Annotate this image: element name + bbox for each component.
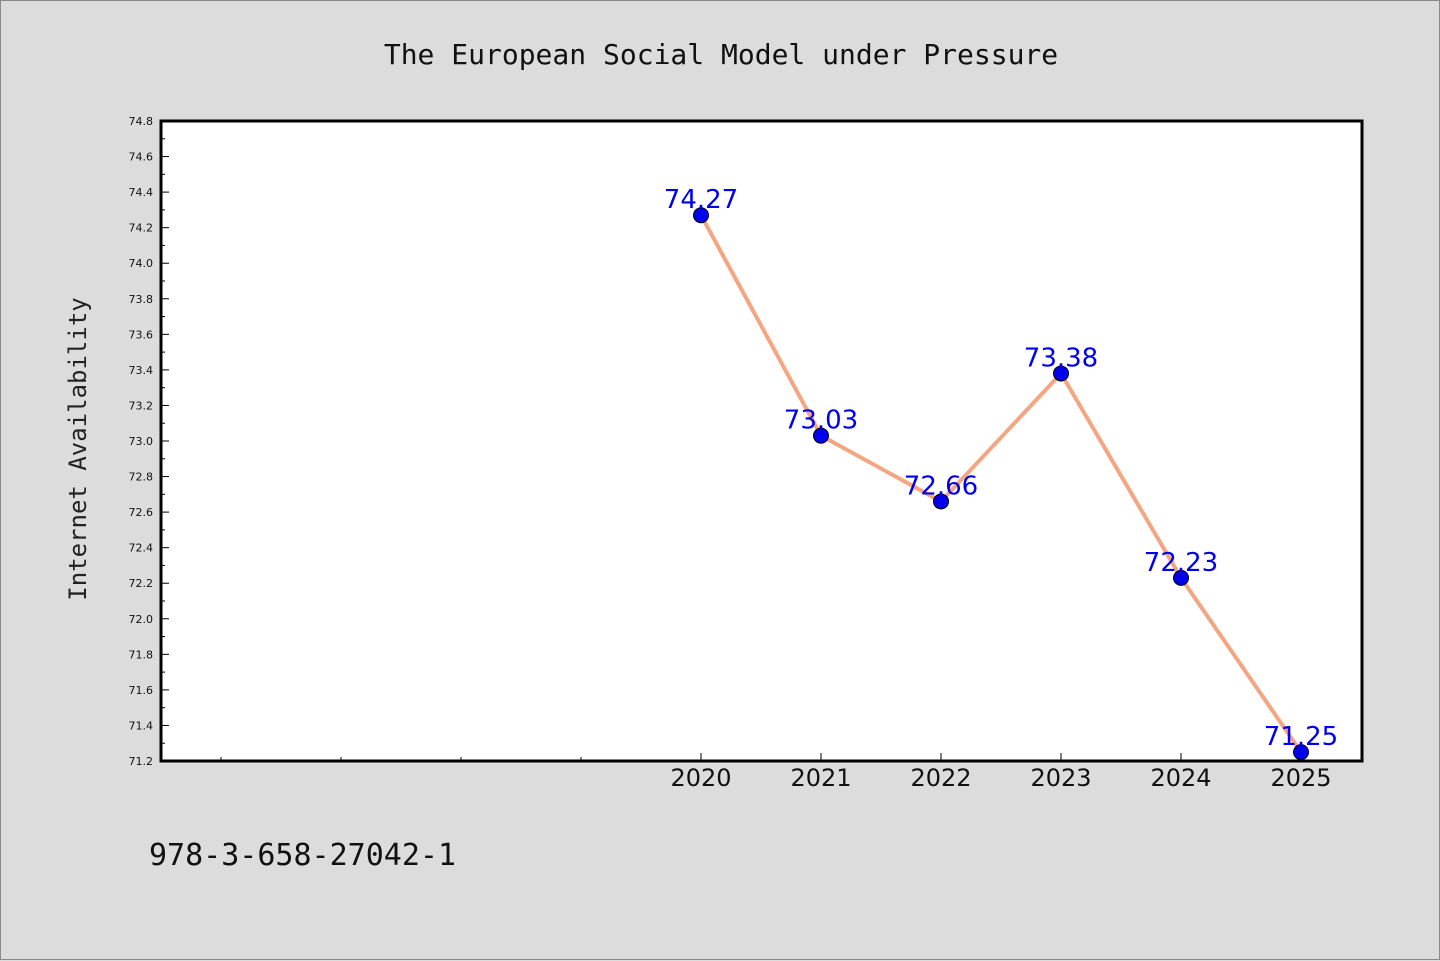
x-tick-label: 2022 — [910, 764, 971, 792]
y-tick-label: 73.0 — [129, 435, 154, 448]
y-axis-label: Internet Availability — [64, 297, 92, 600]
x-tick-label: 2024 — [1150, 764, 1211, 792]
y-tick-label: 74.0 — [129, 257, 154, 270]
data-label: 74.27 — [664, 185, 738, 215]
data-point — [1173, 569, 1189, 586]
x-axis-ticks: 2020 2021 2022 2023 2024 2025 — [220, 753, 1332, 792]
data-label: 71.25 — [1264, 722, 1338, 752]
x-tick-label: 2021 — [790, 764, 851, 792]
y-tick-label: 73.6 — [129, 328, 154, 341]
y-tick-label: 71.8 — [129, 648, 154, 661]
data-label: 73.03 — [784, 406, 858, 436]
y-tick-label: 74.4 — [129, 186, 154, 199]
data-label: 72.23 — [1144, 548, 1218, 578]
y-tick-label: 73.8 — [129, 293, 154, 306]
x-tick-label: 2025 — [1270, 764, 1331, 792]
data-label: 72.66 — [904, 471, 978, 501]
data-label: 73.38 — [1024, 343, 1098, 373]
x-tick-label: 2020 — [670, 764, 731, 792]
y-tick-label: 73.4 — [129, 364, 154, 377]
chart-title: The European Social Model under Pressure — [384, 38, 1058, 71]
y-tick-label: 71.4 — [129, 719, 154, 732]
data-point — [933, 493, 949, 510]
isbn-footnote: 978-3-658-27042-1 — [149, 838, 456, 873]
series-group — [693, 207, 1309, 761]
y-tick-label: 74.8 — [129, 115, 154, 128]
data-point — [1053, 365, 1069, 382]
y-tick-label: 74.6 — [129, 151, 154, 164]
y-tick-label: 72.6 — [129, 506, 154, 519]
plot-area — [159, 119, 1364, 763]
y-tick-label: 72.8 — [129, 471, 154, 484]
y-tick-label: 72.0 — [129, 613, 154, 626]
y-tick-label: 71.6 — [129, 684, 154, 697]
y-tick-label: 74.2 — [129, 222, 154, 235]
y-tick-label: 71.2 — [129, 755, 154, 768]
y-tick-label: 72.4 — [129, 542, 154, 555]
y-axis-ticks: 71.2 71.4 71.6 71.8 72.0 72.2 72.4 72.6 72.8 73.0… — [129, 115, 169, 768]
x-tick-label: 2023 — [1030, 764, 1091, 792]
data-point — [813, 427, 829, 444]
data-point — [693, 207, 709, 224]
data-labels-group: 74.27 73.03 72.66 73.38 72.23 71.25 — [664, 185, 1338, 752]
series-line — [699, 213, 1303, 755]
y-tick-label: 73.2 — [129, 399, 154, 412]
data-point — [1293, 744, 1309, 761]
y-tick-label: 72.2 — [129, 577, 154, 590]
